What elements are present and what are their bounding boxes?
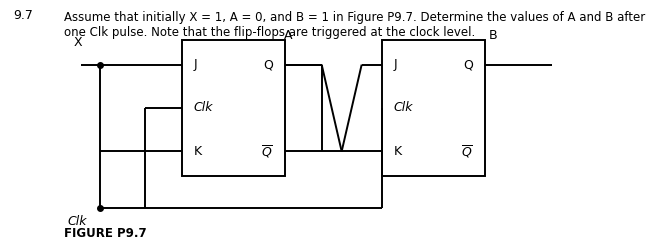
- Text: $\overline{Q}$: $\overline{Q}$: [461, 143, 473, 159]
- Text: one Clk pulse. Note that the flip-flops are triggered at the clock level.: one Clk pulse. Note that the flip-flops …: [64, 26, 475, 39]
- Bar: [382, 40, 485, 176]
- Text: X: X: [74, 36, 82, 49]
- Text: Clk: Clk: [194, 101, 213, 114]
- Text: K: K: [194, 145, 202, 158]
- Text: Assume that initially X = 1, A = 0, and B = 1 in Figure P9.7. Determine the valu: Assume that initially X = 1, A = 0, and …: [64, 11, 645, 24]
- Text: J: J: [394, 58, 397, 71]
- Text: B: B: [488, 29, 497, 42]
- Text: Clk: Clk: [67, 215, 87, 228]
- Text: Q: Q: [463, 58, 473, 71]
- Text: A: A: [284, 29, 293, 42]
- Text: Q: Q: [263, 58, 273, 71]
- Text: K: K: [394, 145, 402, 158]
- Bar: [182, 40, 285, 176]
- Text: 9.7: 9.7: [13, 9, 34, 22]
- Text: J: J: [194, 58, 197, 71]
- Text: Clk: Clk: [394, 101, 413, 114]
- Text: $\overline{Q}$: $\overline{Q}$: [261, 143, 273, 159]
- Text: FIGURE P9.7: FIGURE P9.7: [64, 227, 146, 240]
